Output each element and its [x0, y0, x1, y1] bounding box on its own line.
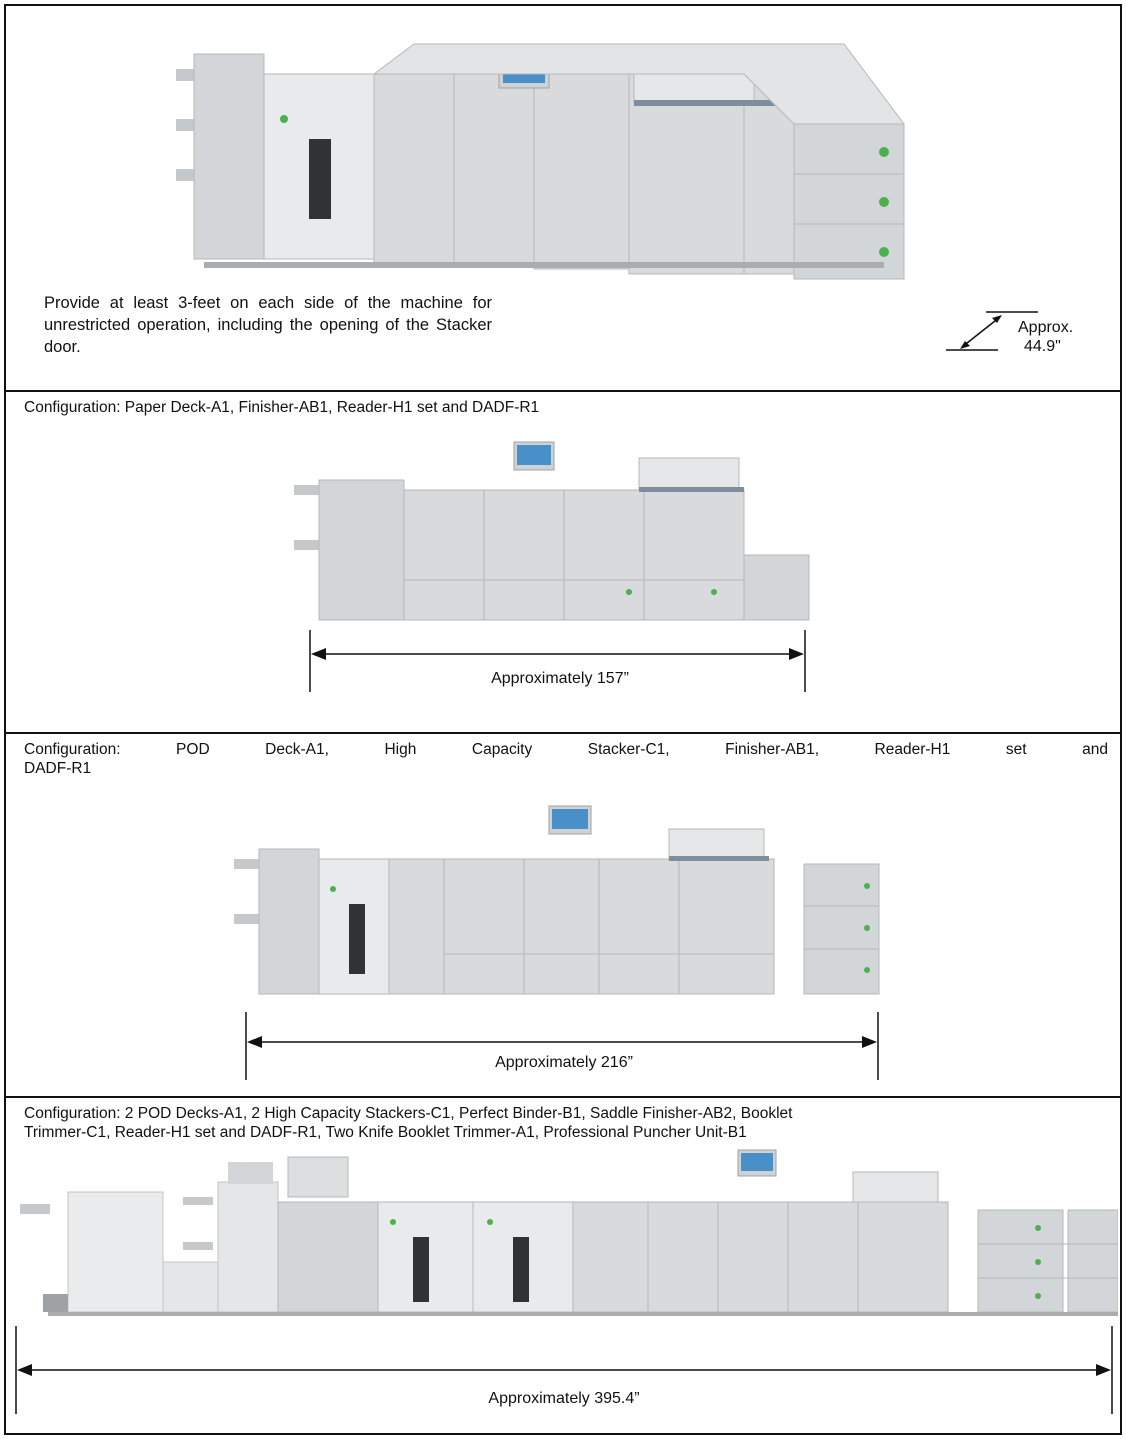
clearance-note: Provide at least 3-feet on each side of …: [44, 294, 492, 356]
dimension-label: Approximately 157”: [491, 670, 629, 687]
depth-label: Approx. 44.9": [1018, 318, 1100, 356]
section-config-2: Configuration: POD Deck-A1, High Capacit…: [6, 734, 1120, 1098]
printer-system-image-config-1: [294, 441, 810, 621]
arrow-double-horizontal-icon: [245, 1012, 879, 1080]
dimension-label: Approximately 216”: [495, 1054, 633, 1071]
arrow-double-horizontal-icon: [15, 1326, 1113, 1414]
section-config-3: Configuration: 2 POD Decks-A1, 2 High Ca…: [6, 1098, 1120, 1433]
printer-system-image-large: [176, 43, 905, 280]
section-overview: Provide at least 3-feet on each side of …: [6, 6, 1120, 392]
dimension-label: Approximately 395.4”: [488, 1390, 640, 1407]
document-frame: Provide at least 3-feet on each side of …: [4, 4, 1122, 1435]
config-caption-line2: Trimmer-C1, Reader-H1 set and DADF-R1, T…: [24, 1124, 747, 1141]
config-caption: Configuration: POD Deck-A1, High Capacit…: [24, 740, 1108, 778]
depth-label-line2: 44.9": [1024, 338, 1061, 355]
config-caption-line1: Configuration: 2 POD Decks-A1, 2 High Ca…: [24, 1105, 793, 1122]
config-caption-line2: DADF-R1: [24, 760, 92, 777]
printer-system-image-config-2: [234, 805, 880, 995]
section-config-1: Configuration: Paper Deck-A1, Finisher-A…: [6, 392, 1120, 734]
config-caption: Configuration: 2 POD Decks-A1, 2 High Ca…: [24, 1104, 1108, 1142]
config-caption-line1: Configuration: POD Deck-A1, High Capacit…: [24, 741, 1108, 758]
config-caption: Configuration: Paper Deck-A1, Finisher-A…: [24, 399, 540, 416]
arrow-double-diagonal-icon: [946, 311, 1038, 351]
printer-system-image-config-3: [20, 1149, 1118, 1316]
depth-label-line1: Approx.: [1018, 319, 1074, 336]
arrow-double-horizontal-icon: [309, 630, 806, 692]
